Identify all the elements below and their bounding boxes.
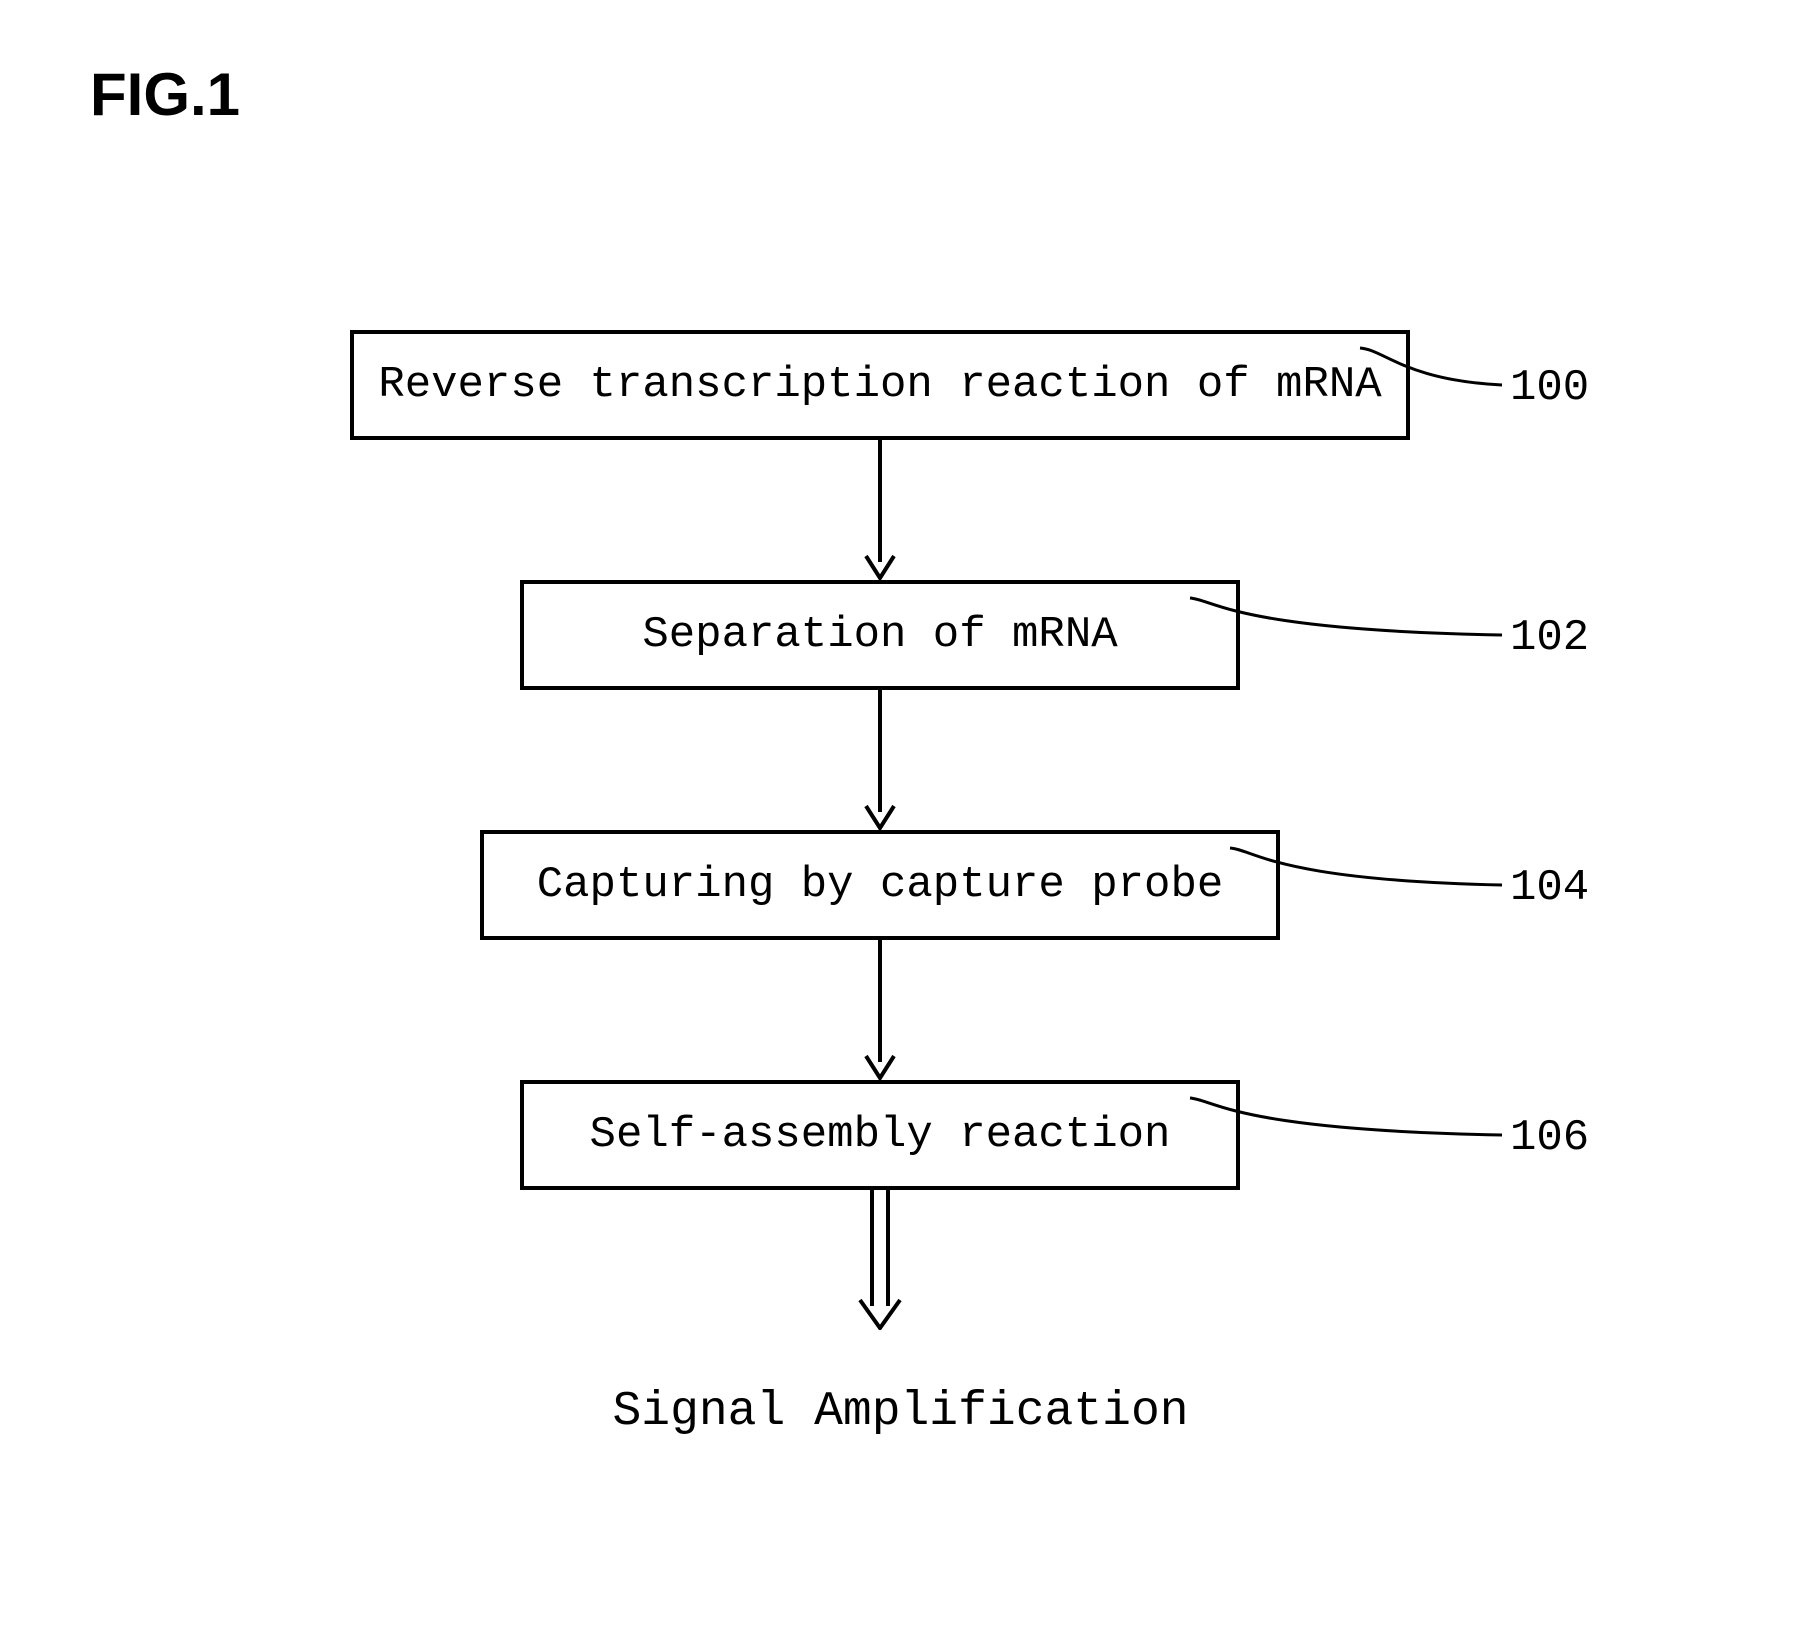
final-output-text: Signal Amplification — [0, 1385, 1801, 1439]
step-102-box: Separation of mRNA — [520, 580, 1240, 690]
step-106-text: Self-assembly reaction — [590, 1110, 1171, 1160]
step-104-text: Capturing by capture probe — [537, 860, 1224, 910]
step-100-text: Reverse transcription reaction of mRNA — [378, 360, 1381, 410]
arrow-0 — [840, 440, 920, 580]
figure-label: FIG.1 — [90, 60, 240, 129]
step-104-leader — [1220, 830, 1522, 950]
arrow-1 — [840, 690, 920, 830]
arrow-2 — [840, 940, 920, 1080]
step-106-box: Self-assembly reaction — [520, 1080, 1240, 1190]
step-100-leader — [1350, 330, 1522, 450]
arrow-3 — [840, 1190, 920, 1330]
figure-canvas: FIG.1 Reverse transcription reaction of … — [0, 0, 1801, 1627]
step-102-leader — [1180, 580, 1522, 700]
step-104-box: Capturing by capture probe — [480, 830, 1280, 940]
step-106-leader — [1180, 1080, 1522, 1200]
step-102-text: Separation of mRNA — [642, 610, 1117, 660]
step-100-box: Reverse transcription reaction of mRNA — [350, 330, 1410, 440]
